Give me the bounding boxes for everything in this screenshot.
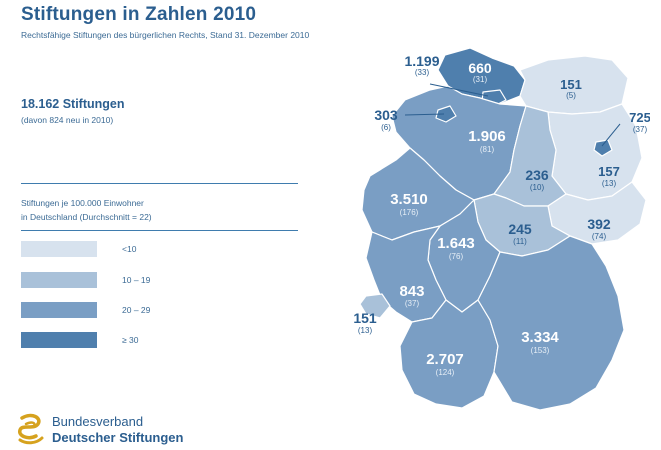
label-schleswig-holstein-value: 660 — [468, 60, 492, 76]
total-foundations: 18.162 Stiftungen — [21, 97, 125, 111]
label-hamburg-value: 1.199 — [404, 53, 439, 69]
legend-label-20-29: 20 – 29 — [122, 305, 151, 315]
label-sachsen-per100k: (74) — [592, 232, 607, 241]
legend-swatch-10-19 — [21, 272, 97, 288]
bundesverband-logo-icon — [18, 413, 44, 445]
label-sachsen-anhalt-value: 236 — [525, 167, 549, 183]
label-mecklenburg-vorpommern-per100k: (5) — [566, 91, 576, 100]
label-thueringen-value: 245 — [508, 221, 532, 237]
label-brandenburg-value: 157 — [598, 164, 620, 179]
label-sachsen-value: 392 — [587, 216, 611, 232]
page-subtitle: Rechtsfähige Stiftungen des bürgerlichen… — [21, 30, 310, 40]
label-nordrhein-westfalen-per100k: (176) — [400, 208, 419, 217]
berlin-leader-line — [601, 123, 621, 147]
label-bremen-per100k: (6) — [381, 123, 391, 132]
label-sachsen-anhalt-per100k: (10) — [530, 183, 545, 192]
label-mecklenburg-vorpommern-value: 151 — [560, 77, 582, 92]
legend-divider-bottom — [21, 230, 298, 231]
label-rheinland-pfalz-value: 843 — [399, 283, 424, 300]
label-niedersachsen-per100k: (81) — [480, 145, 495, 154]
bremen-leader-line — [404, 113, 445, 116]
germany-map: 1.199 (33) 660 (31) 151 (5) 303 (6) 725 … — [353, 47, 650, 411]
label-baden-wuerttemberg-per100k: (124) — [436, 368, 455, 377]
label-brandenburg-per100k: (13) — [602, 179, 617, 188]
region-bayern — [477, 235, 625, 411]
label-niedersachsen-value: 1.906 — [468, 128, 506, 145]
label-saarland-per100k: (13) — [358, 326, 373, 335]
legend-label-below-10: <10 — [122, 244, 137, 254]
label-bayern-value: 3.334 — [521, 329, 559, 346]
legend-swatch-30-plus — [21, 332, 97, 348]
legend-title-line1: Stiftungen je 100.000 Einwohner — [21, 198, 144, 208]
label-thueringen-per100k: (11) — [513, 237, 527, 246]
label-hessen-per100k: (76) — [449, 252, 464, 261]
logo-text-line1: Bundesverband — [52, 414, 144, 429]
legend-label-10-19: 10 – 19 — [122, 275, 151, 285]
new-foundations-note: (davon 824 neu in 2010) — [21, 115, 114, 125]
label-rheinland-pfalz-per100k: (37) — [405, 299, 420, 308]
label-bremen-value: 303 — [374, 107, 398, 123]
region-saarland — [359, 293, 391, 319]
label-saarland-value: 151 — [353, 310, 377, 326]
legend-title-line2: in Deutschland (Durchschnitt = 22) — [21, 212, 152, 222]
legend-swatch-below-10 — [21, 241, 97, 257]
page-title: Stiftungen in Zahlen 2010 — [21, 4, 257, 25]
hamburg-leader-line — [429, 83, 489, 97]
label-berlin-value: 725 — [629, 110, 650, 125]
legend-label-30-plus: ≥ 30 — [122, 335, 139, 345]
label-berlin-per100k: (37) — [633, 125, 648, 134]
legend-title: Stiftungen je 100.000 Einwohner in Deuts… — [21, 196, 152, 224]
logo-text-line2: Deutscher Stiftungen — [52, 430, 184, 445]
legend-divider-top — [21, 183, 298, 184]
label-bayern-per100k: (153) — [531, 346, 550, 355]
label-hamburg-per100k: (33) — [415, 68, 430, 77]
region-bremen — [435, 105, 457, 123]
label-baden-wuerttemberg-value: 2.707 — [426, 351, 464, 368]
legend-swatch-20-29 — [21, 302, 97, 318]
label-hessen-value: 1.643 — [437, 235, 475, 252]
label-nordrhein-westfalen-value: 3.510 — [390, 191, 428, 208]
label-schleswig-holstein-per100k: (31) — [473, 75, 488, 84]
